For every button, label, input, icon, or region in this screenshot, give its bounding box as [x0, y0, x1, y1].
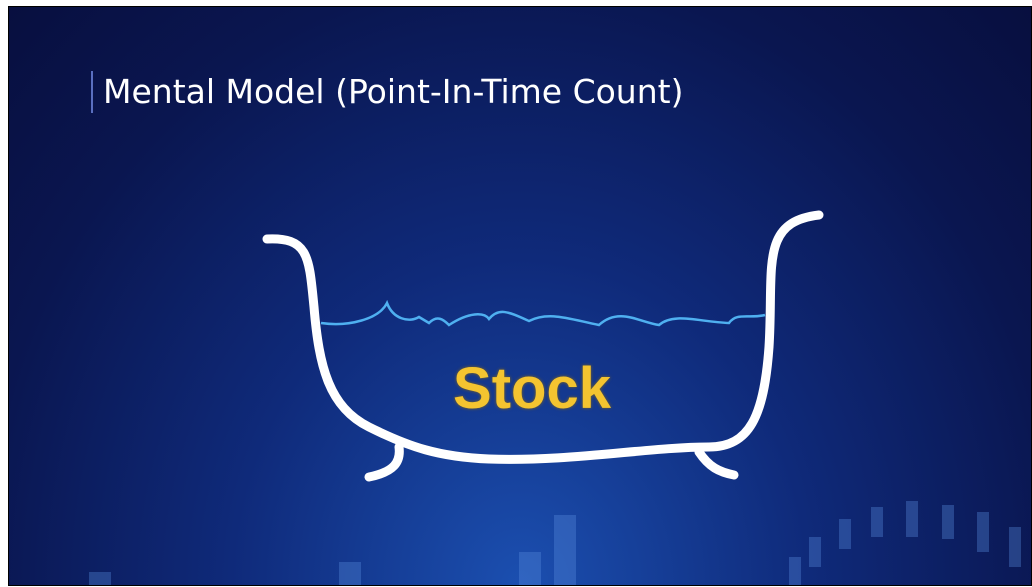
slide: Mental Model (Point-In-Time Count) Stock	[8, 6, 1032, 586]
stock-label: Stock	[437, 355, 627, 422]
page: Mental Model (Point-In-Time Count) Stock…	[0, 0, 1032, 587]
slide-title: Mental Model (Point-In-Time Count)	[91, 71, 683, 113]
